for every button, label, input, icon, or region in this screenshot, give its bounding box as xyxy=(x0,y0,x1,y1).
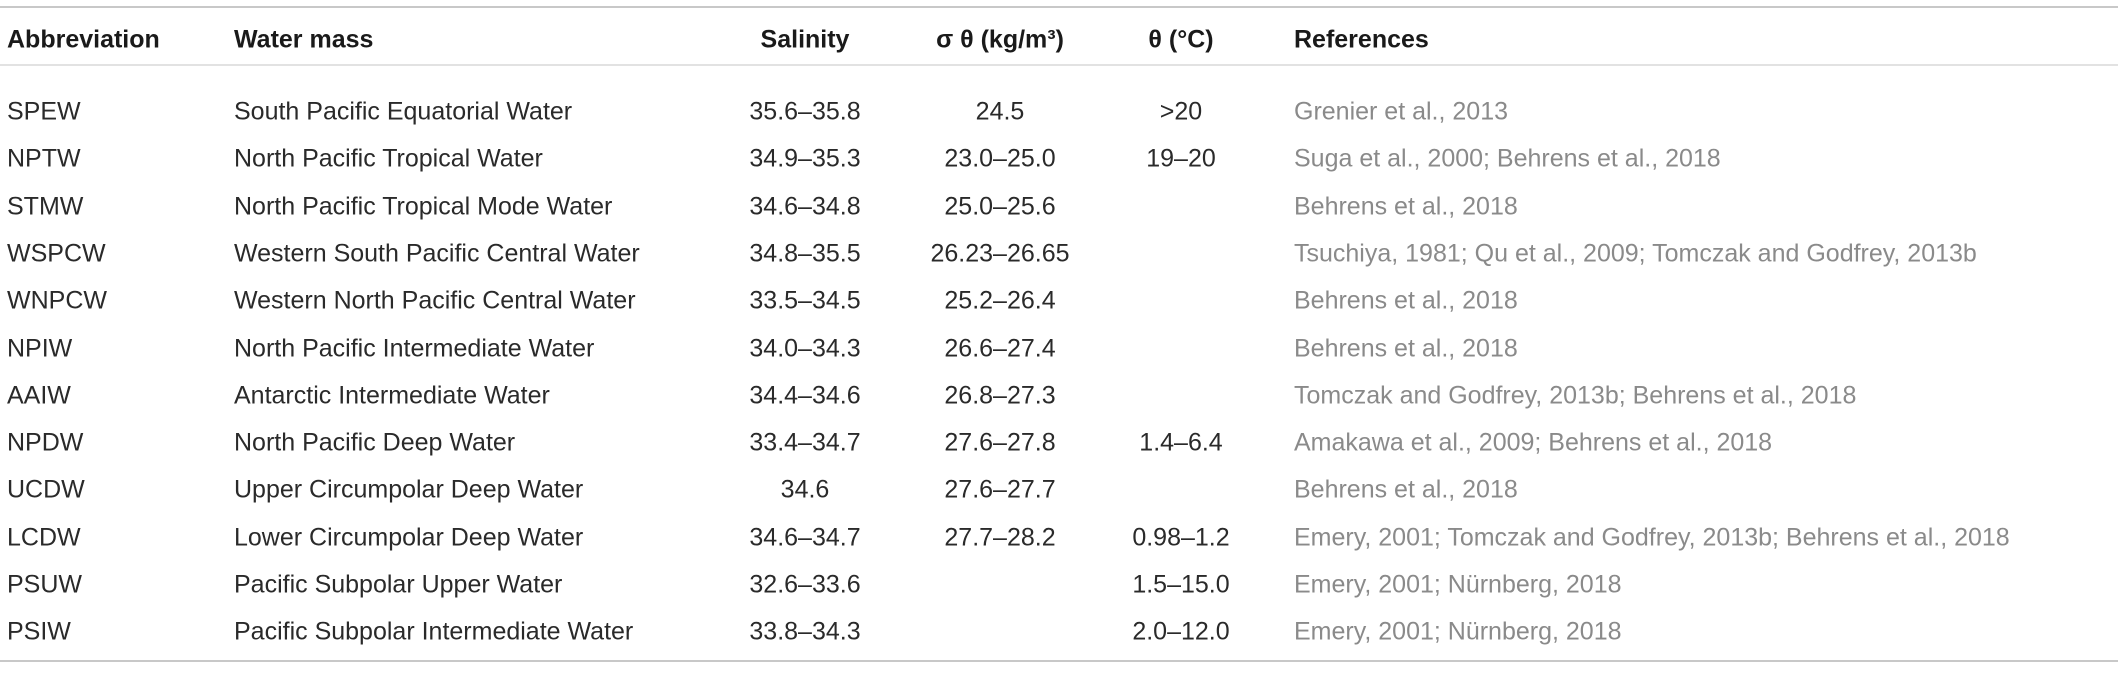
header-references: References xyxy=(1294,25,1429,54)
cell-references: Behrens et al., 2018 xyxy=(1294,192,1518,221)
cell-abbreviation: PSUW xyxy=(7,570,82,599)
cell-density: 27.7–28.2 xyxy=(944,523,1056,552)
cell-density: 25.2–26.4 xyxy=(944,286,1056,315)
cell-temperature: 1.5–15.0 xyxy=(1132,570,1230,599)
cell-references: Suga et al., 2000; Behrens et al., 2018 xyxy=(1294,144,1721,173)
header-abbreviation: Abbreviation xyxy=(7,25,160,54)
cell-salinity: 33.8–34.3 xyxy=(749,617,861,646)
cell-references: Tomczak and Godfrey, 2013b; Behrens et a… xyxy=(1294,381,1857,410)
cell-temperature: 2.0–12.0 xyxy=(1132,617,1230,646)
cell-abbreviation: AAIW xyxy=(7,381,71,410)
cell-references: Behrens et al., 2018 xyxy=(1294,286,1518,315)
header-temperature: θ (°C) xyxy=(1148,25,1214,54)
cell-abbreviation: PSIW xyxy=(7,617,71,646)
cell-references: Emery, 2001; Nürnberg, 2018 xyxy=(1294,617,1622,646)
cell-salinity: 32.6–33.6 xyxy=(749,570,861,599)
cell-salinity: 34.8–35.5 xyxy=(749,239,861,268)
cell-salinity: 34.0–34.3 xyxy=(749,334,861,362)
cell-density: 25.0–25.6 xyxy=(944,192,1056,221)
cell-salinity: 34.6–34.8 xyxy=(749,192,861,221)
cell-abbreviation: WSPCW xyxy=(7,239,106,268)
cell-water-mass: Pacific Subpolar Upper Water xyxy=(234,570,563,599)
cell-water-mass: Lower Circumpolar Deep Water xyxy=(234,523,584,552)
cell-density: 23.0–25.0 xyxy=(944,144,1056,173)
cell-abbreviation: NPDW xyxy=(7,428,84,457)
cell-salinity: 34.6 xyxy=(780,475,830,504)
cell-temperature: 19–20 xyxy=(1146,144,1216,173)
cell-references: Emery, 2001; Tomczak and Godfrey, 2013b;… xyxy=(1294,523,2010,552)
cell-water-mass: North Pacific Tropical Mode Water xyxy=(234,192,613,221)
cell-abbreviation: WNPCW xyxy=(7,286,107,315)
header-rule xyxy=(0,64,2118,66)
cell-water-mass: North Pacific Intermediate Water xyxy=(234,334,595,362)
cell-references: Grenier et al., 2013 xyxy=(1294,97,1509,126)
cell-temperature: 1.4–6.4 xyxy=(1139,428,1223,457)
cell-salinity: 34.9–35.3 xyxy=(749,144,861,173)
cell-density: 26.8–27.3 xyxy=(944,381,1056,410)
cell-abbreviation: LCDW xyxy=(7,523,81,552)
header-salinity: Salinity xyxy=(760,25,850,54)
cell-references: Behrens et al., 2018 xyxy=(1294,334,1518,362)
top-rule xyxy=(0,6,2118,8)
cell-density: 24.5 xyxy=(975,97,1025,126)
cell-water-mass: North Pacific Tropical Water xyxy=(234,144,543,173)
bottom-rule xyxy=(0,660,2118,662)
cell-references: Tsuchiya, 1981; Qu et al., 2009; Tomczak… xyxy=(1294,239,1977,268)
cell-density: 26.6–27.4 xyxy=(944,334,1056,362)
cell-density: 27.6–27.8 xyxy=(944,428,1056,457)
cell-water-mass: South Pacific Equatorial Water xyxy=(234,97,573,126)
cell-density: 26.23–26.65 xyxy=(930,239,1070,268)
cell-temperature: 0.98–1.2 xyxy=(1132,523,1230,552)
cell-water-mass: Western North Pacific Central Water xyxy=(234,286,636,315)
cell-salinity: 35.6–35.8 xyxy=(749,97,861,126)
cell-water-mass: North Pacific Deep Water xyxy=(234,428,516,457)
cell-water-mass: Antarctic Intermediate Water xyxy=(234,381,550,410)
cell-abbreviation: NPTW xyxy=(7,144,81,173)
cell-salinity: 33.4–34.7 xyxy=(749,428,861,457)
cell-abbreviation: UCDW xyxy=(7,475,85,504)
cell-salinity: 34.6–34.7 xyxy=(749,523,861,552)
cell-salinity: 33.5–34.5 xyxy=(749,286,861,315)
cell-references: Amakawa et al., 2009; Behrens et al., 20… xyxy=(1294,428,1773,457)
cell-references: Behrens et al., 2018 xyxy=(1294,475,1518,504)
header-density: σ θ (kg/m³) xyxy=(936,25,1064,54)
header-water-mass: Water mass xyxy=(234,25,374,54)
cell-water-mass: Pacific Subpolar Intermediate Water xyxy=(234,617,634,646)
cell-salinity: 34.4–34.6 xyxy=(749,381,861,410)
cell-abbreviation: SPEW xyxy=(7,97,81,126)
cell-abbreviation: NPIW xyxy=(7,334,73,362)
cell-water-mass: Upper Circumpolar Deep Water xyxy=(234,475,584,504)
cell-references: Emery, 2001; Nürnberg, 2018 xyxy=(1294,570,1622,599)
cell-abbreviation: STMW xyxy=(7,192,84,221)
cell-water-mass: Western South Pacific Central Water xyxy=(234,239,640,268)
cell-temperature: >20 xyxy=(1159,97,1203,126)
cell-density: 27.6–27.7 xyxy=(944,475,1056,504)
